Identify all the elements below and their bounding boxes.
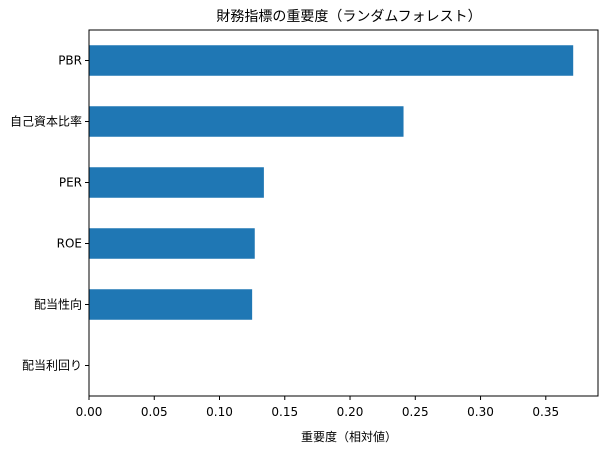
axes-layer [88, 29, 599, 397]
bar-3 [89, 228, 255, 259]
bar-4 [89, 289, 253, 320]
x-tick-label: 0.00 [76, 405, 103, 419]
plot-frame [88, 29, 599, 397]
x-ticks: 0.00 0.05 0.10 0.15 0.20 0.25 0.30 0.35 [76, 396, 559, 419]
x-tick-label: 0.30 [467, 405, 494, 419]
chart-title: 財務指標の重要度（ランダムフォレスト） [216, 9, 481, 25]
y-tick-label: 配当性向 [34, 297, 82, 312]
x-tick-label: 0.20 [337, 405, 364, 419]
y-tick-label: 配当利回り [22, 359, 82, 373]
bar-1 [89, 106, 404, 137]
x-tick-label: 0.10 [206, 405, 233, 419]
x-tick-label: 0.35 [532, 405, 559, 419]
y-tick-label: 自己資本比率 [10, 114, 82, 129]
y-tick-label: ROE [57, 237, 82, 251]
x-tick-label: 0.05 [141, 405, 168, 419]
y-tick-label: PBR [58, 54, 82, 68]
x-axis-title: 重要度（相対値） [301, 429, 397, 444]
x-tick-label: 0.25 [402, 405, 429, 419]
bar-0 [89, 45, 574, 76]
bars-layer [89, 45, 574, 320]
x-tick-label: 0.15 [271, 405, 298, 419]
y-tick-label: PER [59, 176, 82, 190]
bar-2 [89, 167, 264, 198]
